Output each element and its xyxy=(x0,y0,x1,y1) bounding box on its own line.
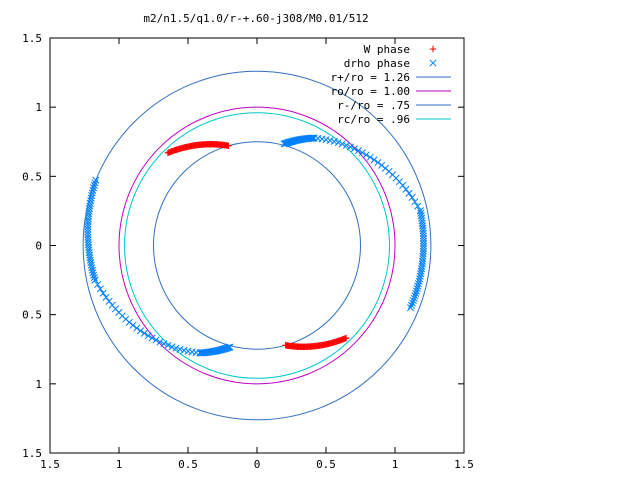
legend-label-3: ro/ro = 1.00 xyxy=(331,85,410,98)
point-s0-a1-69 xyxy=(342,334,350,342)
point-s1-a4-12 xyxy=(129,321,137,329)
point-s1-a2-38 xyxy=(407,301,416,309)
axis-ticks: 1.5 1 0.5 0 0.5 1 1.51.510.500.511.5 xyxy=(22,32,474,471)
x-tick-label-3: 0 xyxy=(254,458,261,471)
y-tick-label-1: 1 xyxy=(35,101,42,114)
point-s1-a4-4 xyxy=(102,293,110,301)
y-tick-label-3: 0 xyxy=(35,240,42,253)
point-s1-a1-7 xyxy=(338,140,346,148)
point-s1-a3-1 xyxy=(91,179,99,187)
legend-label-2: r+/ro = 1.26 xyxy=(331,71,410,84)
point-s1-a1-24 xyxy=(402,185,410,193)
point-s1-a2-36 xyxy=(409,297,417,305)
point-s1-a1-16 xyxy=(374,158,382,167)
data-points xyxy=(84,134,428,357)
point-s1-a4-3 xyxy=(99,289,107,297)
y-tick-label-6: 1.5 xyxy=(22,447,42,460)
point-s1-a2-12 xyxy=(419,237,428,245)
point-s1-a2-37 xyxy=(408,299,416,307)
point-s1-a1-14 xyxy=(366,153,374,161)
point-s1-a4-14 xyxy=(136,327,145,335)
point-s1-a1-9 xyxy=(346,143,354,151)
point-s1-a4-2 xyxy=(96,285,104,293)
point-s1-a2-32 xyxy=(412,287,421,295)
chart-title: m2/n1.5/q1.0/r-+.60-j308/M0.01/512 xyxy=(143,12,368,25)
x-tick-label-5: 1 xyxy=(392,458,399,471)
legend-label-1: drho phase xyxy=(344,57,410,70)
point-s1-a2-33 xyxy=(412,289,420,298)
point-s1-a1-15 xyxy=(370,156,378,164)
legend-label-4: r-/ro = .75 xyxy=(337,99,410,112)
y-tick-label-2: 0.5 xyxy=(22,170,42,183)
point-s1-a4-20 xyxy=(160,340,168,348)
legend-marker-1 xyxy=(429,59,437,67)
legend-label-5: rc/ro = .96 xyxy=(337,113,410,126)
point-s1-a2-35 xyxy=(410,294,418,302)
reference-circle-1 xyxy=(118,106,396,385)
point-s1-a4-19 xyxy=(156,338,164,346)
point-s1-a1-6 xyxy=(334,139,342,147)
x-tick-label-4: 0.5 xyxy=(316,458,336,471)
point-s1-a2-30 xyxy=(414,282,422,290)
point-s1-a4-13 xyxy=(133,324,141,332)
point-s0-a0-69 xyxy=(225,142,232,149)
y-tick-label-5: 1 xyxy=(35,378,42,391)
point-s1-a2-34 xyxy=(411,292,419,300)
point-s1-a1-4 xyxy=(326,136,334,145)
point-s1-a0-27 xyxy=(308,134,316,142)
point-s1-a2-31 xyxy=(413,285,421,293)
point-s1-a5-29 xyxy=(226,343,234,351)
point-s1-a4-16 xyxy=(144,332,152,340)
reference-circle-2 xyxy=(153,141,361,350)
point-s1-a1-13 xyxy=(362,151,370,159)
reference-circle-3 xyxy=(124,112,390,379)
point-s1-a1-10 xyxy=(350,145,358,153)
point-s1-a3-2 xyxy=(90,181,98,189)
point-s1-a1-26 xyxy=(408,193,416,202)
point-s1-a4-1 xyxy=(94,280,102,289)
point-s1-a4-21 xyxy=(164,341,172,349)
point-s1-a4-23 xyxy=(172,344,180,352)
y-tick-label-0: 1.5 xyxy=(22,32,42,45)
point-s1-a3-38 xyxy=(90,274,98,282)
point-s1-a1-28 xyxy=(414,202,422,210)
point-s1-a2-39 xyxy=(406,304,415,312)
point-s1-a3-37 xyxy=(90,271,98,279)
reference-circles xyxy=(82,70,432,421)
point-s1-a3-19 xyxy=(84,225,92,233)
x-tick-label-1: 1 xyxy=(116,458,123,471)
point-s1-a4-24 xyxy=(176,345,184,353)
point-s1-a1-27 xyxy=(411,198,419,206)
point-s1-a4-0 xyxy=(91,276,99,284)
point-s1-a4-18 xyxy=(152,336,160,344)
point-s1-a1-12 xyxy=(358,149,366,157)
point-s1-a1-5 xyxy=(330,137,338,146)
legend-marker-0 xyxy=(429,45,437,53)
point-s1-a1-25 xyxy=(405,189,413,197)
point-s1-a3-20 xyxy=(84,228,92,236)
point-s1-a1-11 xyxy=(354,147,362,155)
point-s1-a3-18 xyxy=(84,223,92,231)
point-s1-a3-21 xyxy=(84,231,92,239)
point-s1-a3-17 xyxy=(84,220,92,228)
point-s1-a1-17 xyxy=(378,161,386,169)
y-tick-label-4: 0.5 xyxy=(22,309,42,322)
point-s1-a4-15 xyxy=(140,329,148,337)
point-s1-a4-17 xyxy=(148,334,156,342)
point-s1-a2-13 xyxy=(419,240,428,248)
point-s1-a1-8 xyxy=(342,141,350,149)
x-tick-label-0: 1.5 xyxy=(40,458,60,471)
point-s1-a3-3 xyxy=(90,184,98,192)
point-s1-a2-11 xyxy=(419,234,427,243)
reference-circle-0 xyxy=(82,70,432,421)
x-tick-label-6: 1.5 xyxy=(454,458,474,471)
legend-label-0: W phase xyxy=(364,43,410,56)
point-s1-a3-0 xyxy=(92,176,100,184)
point-s1-a0-26 xyxy=(307,134,315,142)
point-s1-a3-16 xyxy=(84,218,92,226)
x-tick-label-2: 0.5 xyxy=(178,458,198,471)
point-s1-a4-22 xyxy=(168,343,176,351)
